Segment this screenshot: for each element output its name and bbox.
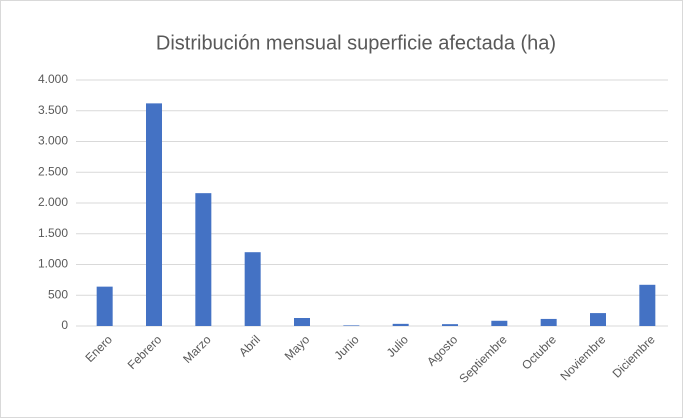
bar [244, 252, 261, 326]
y-tick-label: 1.500 [38, 226, 68, 240]
y-tick-label: 0 [61, 318, 68, 332]
y-tick-label: 2.000 [38, 195, 68, 209]
y-tick-label: 500 [48, 287, 68, 301]
bar [146, 103, 162, 327]
bar [639, 284, 656, 326]
bar [442, 324, 458, 326]
chart-title: Distribución mensual superficie afectada… [156, 32, 556, 54]
bar [96, 286, 113, 326]
y-tick-label: 3.500 [38, 103, 68, 117]
bar [343, 325, 360, 326]
y-tick-label: 3.000 [38, 134, 68, 148]
bar [195, 193, 212, 326]
bar [590, 313, 606, 326]
bar [540, 318, 557, 326]
bar [392, 323, 409, 326]
bar [294, 318, 310, 326]
y-tick-label: 2.500 [38, 164, 68, 178]
bar [491, 320, 508, 326]
y-tick-label: 4.000 [38, 72, 68, 86]
y-tick-label: 1.000 [38, 257, 68, 271]
